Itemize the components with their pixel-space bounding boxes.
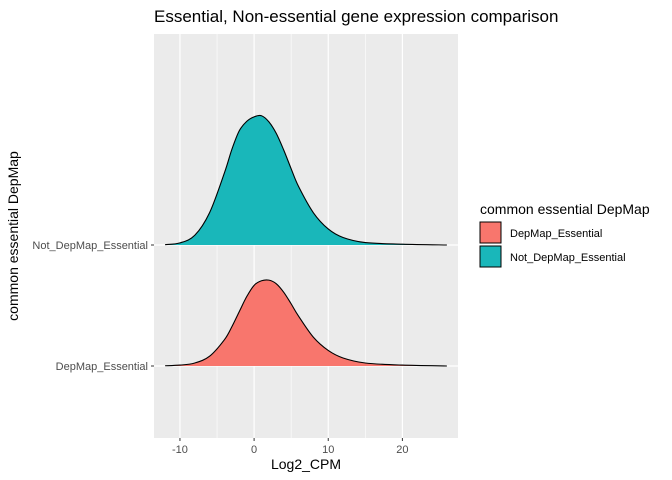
chart-title: Essential, Non-essential gene expression… bbox=[154, 7, 558, 26]
x-tick-label: -10 bbox=[172, 444, 188, 456]
x-axis-title: Log2_CPM bbox=[271, 456, 341, 472]
legend-key-depmap-essential bbox=[479, 221, 502, 244]
y-axis-title: common essential DepMap bbox=[5, 151, 21, 321]
legend-key-not-depmap-essential bbox=[479, 245, 502, 268]
x-axis: -10 0 10 20 bbox=[172, 438, 409, 456]
ridge-outline-not-depmap-essential bbox=[165, 114, 447, 246]
x-tick-label: 0 bbox=[251, 444, 257, 456]
legend: common essential DepMap DepMap_Essential… bbox=[479, 201, 650, 268]
y-tick-label: DepMap_Essential bbox=[56, 361, 148, 373]
ridge-fill-depmap-essential bbox=[165, 279, 447, 366]
legend-label: DepMap_Essential bbox=[510, 228, 602, 240]
legend-label: Not_DepMap_Essential bbox=[510, 252, 626, 264]
y-axis: DepMap_Essential Not_DepMap_Essential bbox=[32, 240, 154, 373]
y-tick-label: Not_DepMap_Essential bbox=[32, 240, 148, 252]
x-tick-label: 10 bbox=[322, 444, 334, 456]
x-tick-label: 20 bbox=[396, 444, 408, 456]
ridges bbox=[165, 114, 447, 367]
ridge-outline-depmap-essential bbox=[165, 279, 447, 367]
legend-title: common essential DepMap bbox=[480, 201, 650, 217]
ridge-fill-not-depmap-essential bbox=[165, 115, 447, 245]
